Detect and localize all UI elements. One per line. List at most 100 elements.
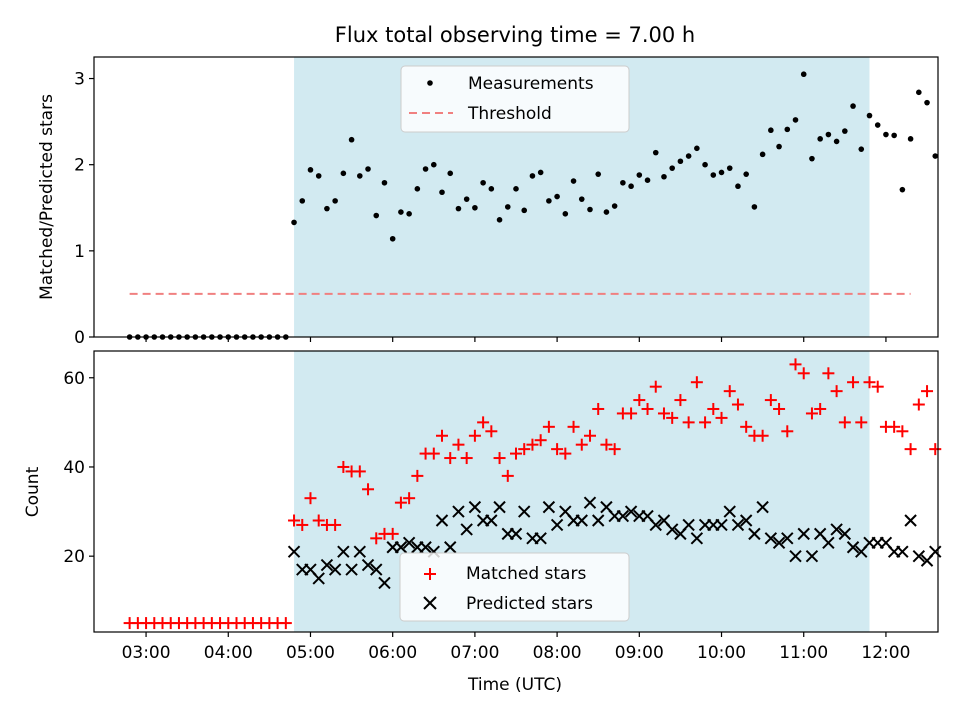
matched-star-point (690, 376, 703, 389)
measurement-point (800, 71, 807, 78)
matched-star-point (436, 429, 449, 442)
measurement-point (291, 219, 297, 226)
top-x-axis (145, 337, 887, 342)
matched-stars-series (123, 358, 942, 630)
matched-star-point (805, 407, 818, 420)
matched-star-point (888, 420, 901, 433)
matched-star-point (649, 380, 662, 393)
matched-star-point (518, 443, 531, 456)
predicted-star-point (723, 505, 736, 518)
predicted-star-point (485, 514, 498, 527)
matched-star-point (838, 416, 851, 429)
bottom-y-axis-label: Count (23, 466, 43, 517)
matched-star-point (764, 394, 777, 407)
measurement-point (496, 217, 503, 223)
predicted-star-point (748, 527, 761, 541)
matched-star-point (699, 416, 712, 429)
measurement-point (858, 146, 865, 152)
matched-star-point (814, 402, 827, 415)
measurement-point (315, 173, 322, 179)
bottom-plot-frame (93, 350, 939, 633)
matched-star-point (534, 434, 547, 447)
matched-star-point (789, 358, 802, 371)
matched-star-point (386, 527, 399, 540)
measurement-point (677, 158, 684, 165)
legend-dot-icon (427, 80, 433, 86)
x-tick-label: 05:00 (286, 643, 335, 663)
measurement-point (414, 186, 421, 192)
matched-star-point (830, 385, 843, 398)
matched-star-point (370, 532, 383, 545)
measurement-point (554, 193, 560, 200)
measurement-point (883, 131, 889, 138)
measurement-point (907, 136, 914, 142)
measurement-point (702, 161, 708, 168)
matched-star-point (493, 452, 506, 465)
matched-star-point (921, 385, 934, 398)
matched-star-point (583, 429, 596, 442)
measurement-point (430, 161, 437, 168)
legend-plus-icon (424, 568, 436, 580)
predicted-star-point (805, 549, 819, 563)
y-tick-label: 3 (74, 70, 85, 90)
measurement-point (825, 131, 832, 138)
legend-x-icon (423, 596, 437, 610)
measurement-point (652, 149, 659, 156)
predicted-star-point (830, 523, 843, 536)
measurement-point (768, 127, 774, 134)
matched-star-point (608, 443, 621, 456)
measurement-point (850, 103, 856, 109)
x-tick-label: 04:00 (204, 643, 253, 663)
measurement-point (718, 169, 725, 176)
measurement-point (299, 198, 306, 204)
predicted-star-point (337, 545, 350, 558)
matched-star-point (452, 438, 465, 451)
matched-star-point (715, 411, 728, 424)
measurement-point (439, 189, 445, 196)
matched-star-point (600, 438, 613, 451)
matched-star-point (871, 380, 884, 393)
predicted-star-point (320, 558, 334, 572)
bottom-legend: Matched stars Predicted stars (399, 552, 630, 622)
legend-label-measurements: Measurements (468, 74, 594, 94)
predicted-star-point (715, 518, 728, 532)
bottom-panel: 20 40 60 03:00 04:00 05:00 06:00 07:00 08:00 09:… (23, 350, 942, 695)
matched-star-point (296, 518, 309, 531)
matched-star-point (781, 425, 794, 438)
predicted-star-point (690, 532, 704, 545)
bottom-y-axis: 20 40 60 (63, 369, 94, 567)
legend-label-threshold: Threshold (467, 104, 552, 124)
measurement-point (611, 203, 618, 209)
predicted-star-point (904, 514, 917, 527)
matched-star-point (912, 398, 925, 411)
predicted-star-point (575, 514, 588, 527)
measurement-point (463, 196, 470, 202)
top-y-axis-label: Matched/Predicted stars (37, 94, 57, 300)
matched-star-point (773, 402, 786, 415)
measurement-point (620, 179, 626, 186)
matched-star-point (526, 438, 539, 451)
measurement-point (644, 177, 651, 183)
predicted-star-point (822, 536, 835, 550)
predicted-star-point (797, 527, 810, 541)
top-panel: 0 1 2 3 Matched/Predicted stars Measurement… (37, 56, 939, 348)
y-tick-label: 40 (63, 458, 85, 478)
predicted-star-point (649, 518, 662, 532)
predicted-star-point (435, 514, 449, 527)
measurement-point (373, 212, 380, 219)
measurements-series (126, 71, 939, 340)
measurement-point (603, 209, 610, 215)
x-tick-label: 10:00 (697, 643, 746, 663)
bottom-x-axis: 03:00 04:00 05:00 06:00 07:00 08:00 09:00 10:00… (122, 632, 910, 663)
matched-star-point (731, 398, 744, 411)
measurement-point (546, 198, 552, 204)
predicted-star-point (460, 523, 473, 536)
measurement-point (406, 211, 412, 217)
measurement-point (817, 136, 823, 142)
matched-star-point (510, 447, 522, 460)
measurement-point (743, 171, 749, 177)
y-tick-label: 1 (74, 242, 85, 262)
matched-star-point (756, 429, 769, 442)
measurement-point (866, 112, 873, 119)
y-tick-label: 2 (74, 156, 85, 176)
